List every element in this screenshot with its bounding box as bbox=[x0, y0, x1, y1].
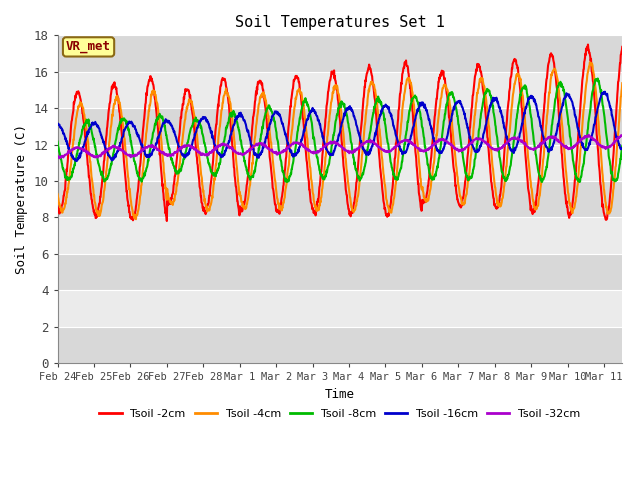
Text: VR_met: VR_met bbox=[66, 40, 111, 53]
Bar bbox=[58, 144, 622, 181]
Legend: Tsoil -2cm, Tsoil -4cm, Tsoil -8cm, Tsoil -16cm, Tsoil -32cm: Tsoil -2cm, Tsoil -4cm, Tsoil -8cm, Tsoi… bbox=[95, 404, 585, 423]
Bar bbox=[58, 290, 622, 326]
Bar bbox=[58, 326, 622, 363]
Bar bbox=[58, 36, 622, 72]
Bar bbox=[58, 108, 622, 144]
Bar bbox=[58, 254, 622, 290]
Bar bbox=[58, 181, 622, 217]
X-axis label: Time: Time bbox=[325, 388, 355, 401]
Bar bbox=[58, 0, 622, 36]
Y-axis label: Soil Temperature (C): Soil Temperature (C) bbox=[15, 124, 28, 274]
Title: Soil Temperatures Set 1: Soil Temperatures Set 1 bbox=[235, 15, 445, 30]
Bar bbox=[58, 217, 622, 254]
Bar bbox=[58, 72, 622, 108]
